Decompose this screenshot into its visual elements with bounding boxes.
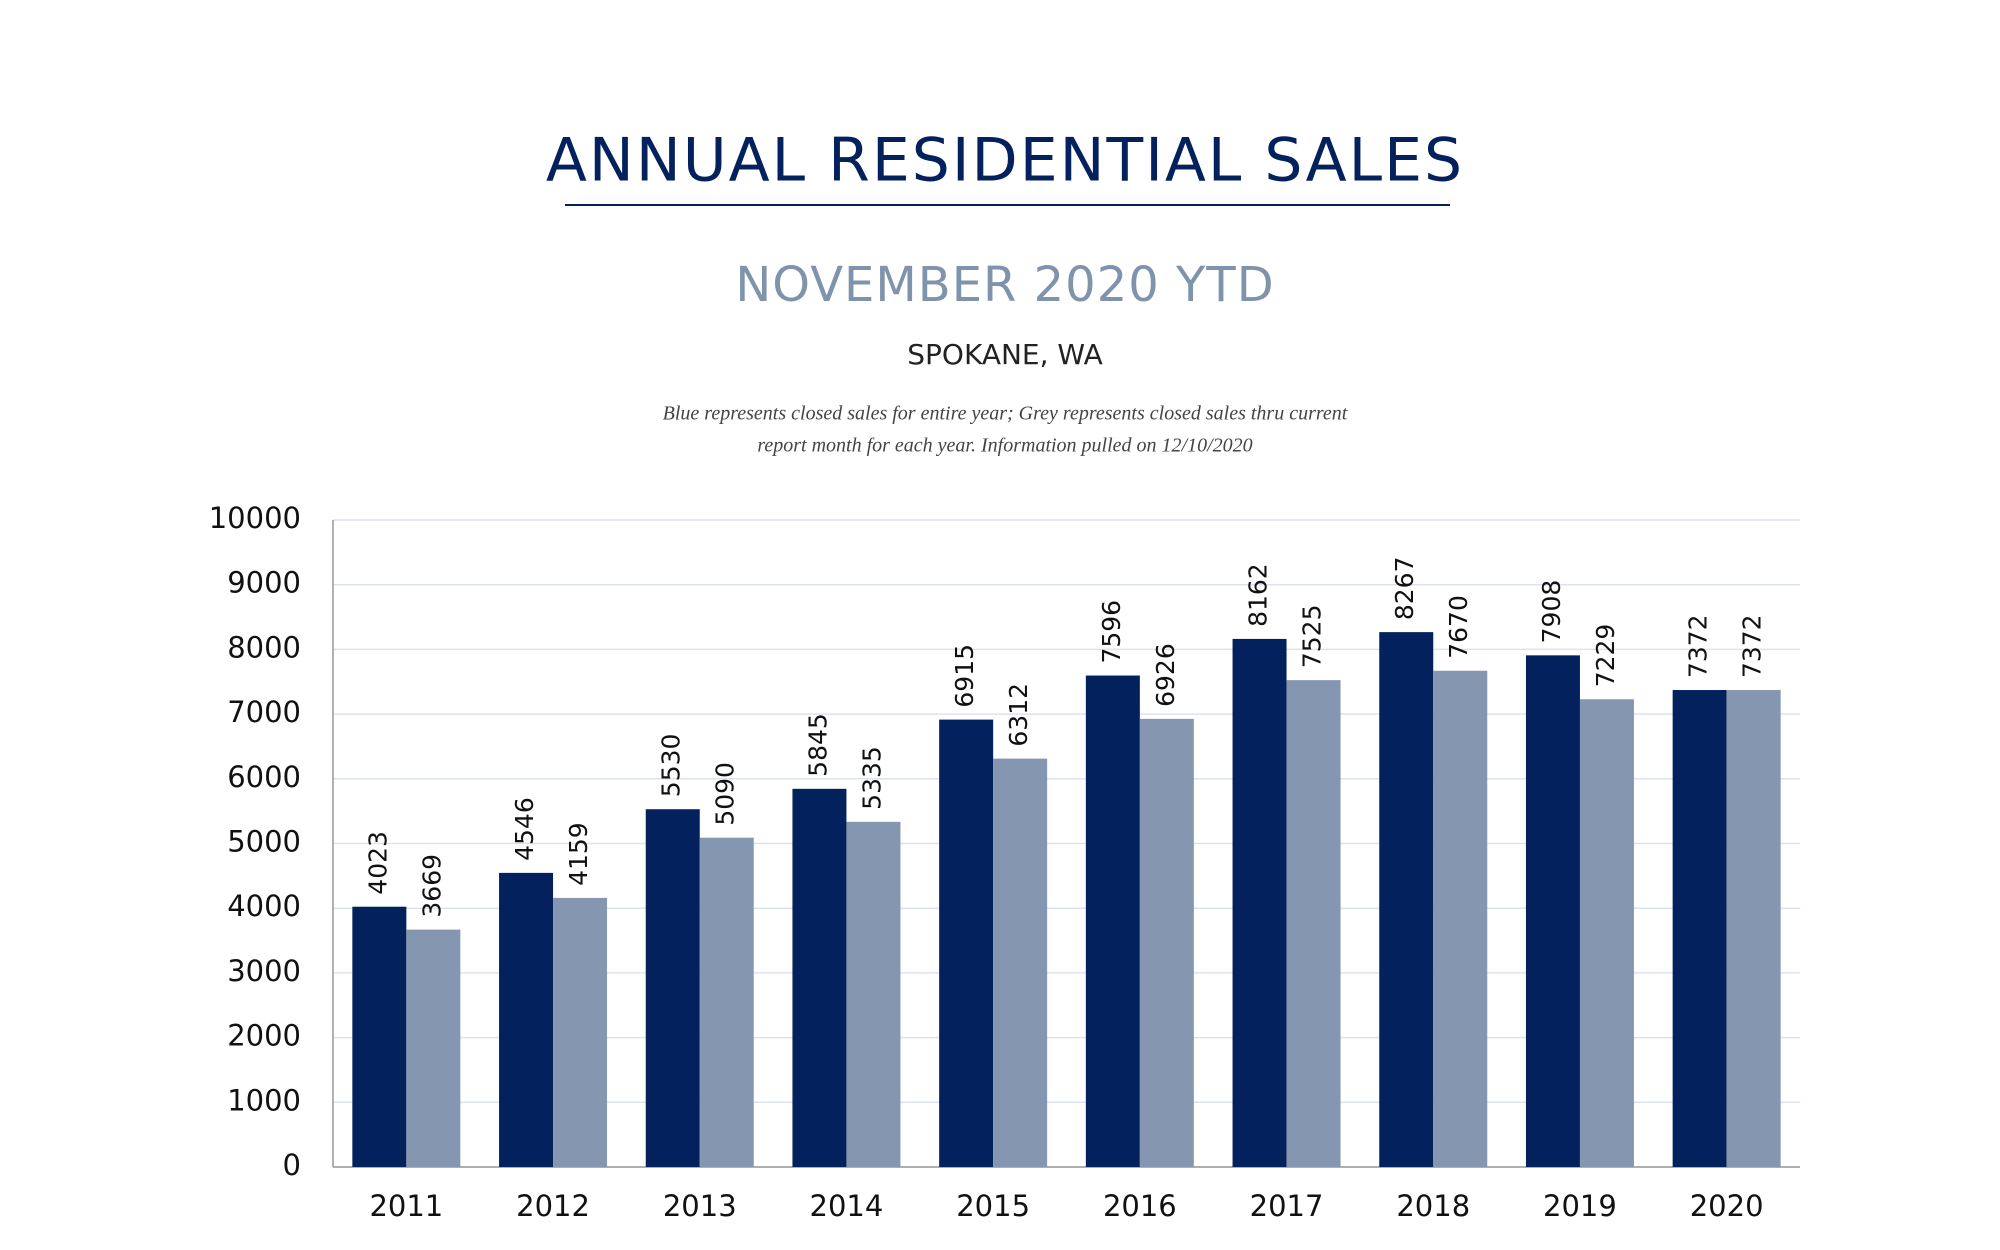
bar	[553, 897, 608, 1167]
y-tick-label: 4000	[227, 889, 301, 923]
value-label: 5845	[803, 713, 832, 777]
bar	[1232, 638, 1287, 1167]
bar	[645, 809, 700, 1167]
value-label: 7372	[1684, 614, 1713, 678]
value-label: 8162	[1244, 563, 1273, 627]
bar	[406, 929, 461, 1167]
y-tick-label: 9000	[227, 566, 301, 600]
value-label: 4546	[510, 797, 539, 861]
value-label: 7229	[1591, 624, 1620, 688]
bar	[939, 719, 994, 1167]
x-tick-label: 2015	[956, 1189, 1030, 1223]
bar	[699, 837, 754, 1167]
value-label: 6926	[1151, 643, 1180, 707]
note: Blue represents closed sales for entire …	[663, 403, 1348, 425]
x-tick-label: 2018	[1396, 1189, 1470, 1223]
bar	[846, 821, 901, 1167]
value-label: 8267	[1390, 557, 1419, 621]
bar	[1139, 718, 1194, 1167]
x-tick-label: 2017	[1250, 1189, 1324, 1223]
bar	[792, 788, 847, 1167]
bar	[1286, 680, 1341, 1167]
value-label: 4159	[564, 822, 593, 886]
bar	[1672, 690, 1727, 1167]
bar	[993, 758, 1048, 1167]
y-tick-label: 6000	[227, 760, 301, 794]
value-label: 7525	[1298, 605, 1327, 669]
chart-subtitle: NOVEMBER 2020 YTD	[735, 257, 1274, 313]
y-tick-label: 3000	[227, 954, 301, 988]
bar	[499, 872, 554, 1167]
value-label: 6915	[950, 644, 979, 708]
y-tick-label: 1000	[227, 1083, 301, 1117]
note: report month for each year. Information …	[757, 435, 1252, 457]
x-tick-label: 2011	[369, 1189, 443, 1223]
bar	[1433, 670, 1488, 1167]
y-tick-label: 7000	[227, 695, 301, 729]
value-label: 5530	[657, 734, 686, 798]
y-tick-label: 0	[283, 1148, 301, 1182]
bar	[1379, 632, 1434, 1167]
value-label: 4023	[363, 831, 392, 895]
value-label: 7596	[1097, 600, 1126, 664]
x-tick-label: 2019	[1543, 1189, 1617, 1223]
value-label: 3669	[417, 854, 446, 918]
y-tick-label: 2000	[227, 1019, 301, 1053]
location: SPOKANE, WA	[907, 338, 1102, 371]
x-tick-label: 2013	[663, 1189, 737, 1223]
value-label: 5090	[711, 762, 740, 826]
chart-title: ANNUAL RESIDENTIAL SALES	[546, 126, 1464, 196]
value-label: 7372	[1738, 614, 1767, 678]
y-tick-label: 8000	[227, 630, 301, 664]
bar	[1726, 690, 1781, 1167]
value-label: 6312	[1004, 683, 1033, 747]
x-tick-label: 2014	[810, 1189, 884, 1223]
value-label: 7670	[1444, 595, 1473, 659]
x-tick-label: 2020	[1690, 1189, 1764, 1223]
bar	[1525, 655, 1580, 1167]
x-tick-label: 2012	[516, 1189, 590, 1223]
x-tick-label: 2016	[1103, 1189, 1177, 1223]
value-label: 5335	[857, 746, 886, 810]
y-tick-label: 5000	[227, 825, 301, 859]
bar	[1579, 699, 1634, 1167]
y-tick-label: 10000	[209, 501, 301, 535]
bar	[352, 906, 407, 1167]
bar	[1085, 675, 1140, 1167]
value-label: 7908	[1537, 580, 1566, 644]
